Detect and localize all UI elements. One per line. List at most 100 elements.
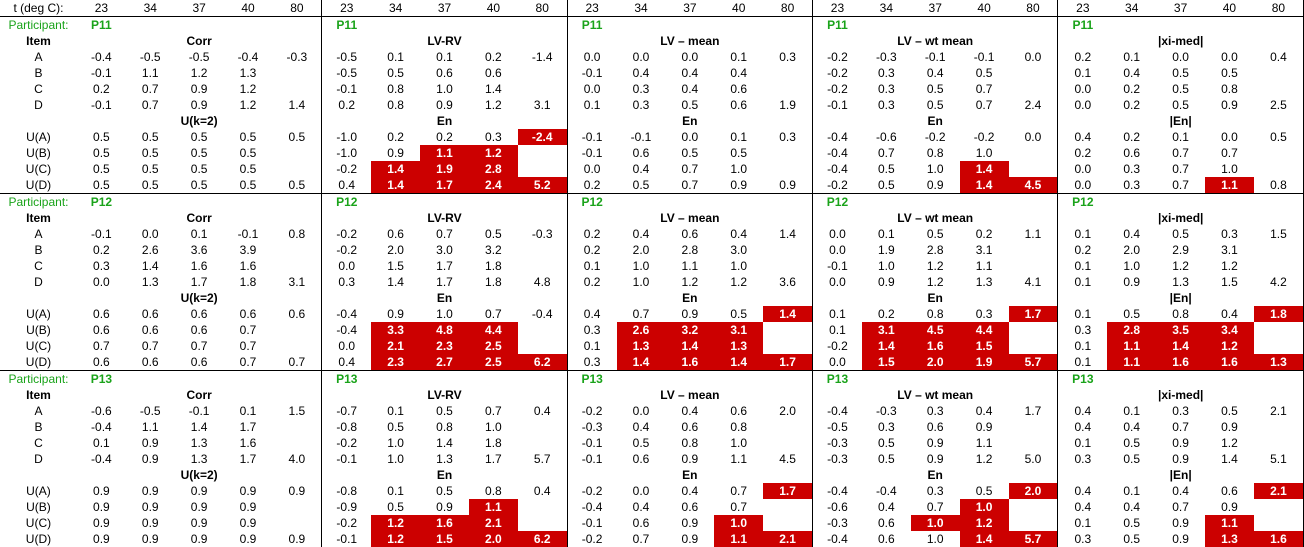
value-cell: 0.5	[681, 146, 699, 160]
value-cell: 1.0	[730, 259, 748, 273]
empty-cell	[1107, 370, 1157, 387]
value-cell: 1.7	[1008, 403, 1059, 419]
panel-subheader: En	[812, 113, 1059, 129]
value-cell: 0.0	[1074, 162, 1092, 176]
value-cell: 0.0	[1221, 50, 1238, 64]
empty-cell	[272, 370, 323, 387]
value-cell: -0.4	[827, 404, 848, 418]
value-cell: 0.5	[141, 146, 159, 160]
value-cell: 0.5	[926, 82, 944, 96]
value-cell: 0.7	[190, 339, 208, 353]
value-cell: 3.2	[485, 243, 502, 257]
value-cell: 0.3	[878, 66, 895, 80]
value-cell: 2.6	[616, 322, 666, 338]
value-cell	[1008, 338, 1059, 354]
value-cell: 0.6	[190, 323, 208, 337]
value-cell	[517, 515, 568, 531]
value-cell: 0.4	[1123, 66, 1141, 80]
temperature-header-cell: 40	[468, 0, 518, 17]
value-cell: 0.7	[681, 178, 699, 192]
value-cell: 0.9	[190, 532, 208, 546]
empty-cell	[517, 16, 568, 33]
value-cell: -0.2	[827, 50, 848, 64]
value-cell: 1.4	[436, 436, 453, 450]
value-cell: -0.1	[91, 66, 112, 80]
empty-cell	[665, 370, 715, 387]
empty-cell	[861, 193, 911, 210]
value-cell: 0.1	[1074, 516, 1092, 530]
value-cell: 0.0	[583, 82, 601, 96]
value-cell: 0.1	[190, 227, 208, 241]
value-cell: 0.9	[926, 436, 944, 450]
value-cell: 1.1	[975, 259, 993, 273]
value-cell: 1.4	[714, 354, 764, 371]
value-cell: 0.9	[190, 484, 208, 498]
value-cell: 1.0	[436, 82, 453, 96]
value-cell: 0.9	[1172, 436, 1189, 450]
value-cell: -0.3	[876, 50, 897, 64]
value-cell: 1.5	[1221, 275, 1238, 289]
value-cell: 0.5	[926, 98, 944, 112]
value-cell	[1253, 242, 1304, 258]
temperature-header-cell: 23	[567, 0, 617, 17]
value-cell: 0.9	[272, 483, 323, 499]
value-cell: 0.4	[632, 500, 650, 514]
value-cell: 0.1	[1074, 339, 1092, 353]
panel-subheader: En	[812, 290, 1059, 306]
value-cell: 1.0	[1221, 162, 1238, 176]
participant-name: P11	[321, 16, 372, 33]
empty-cell	[272, 193, 323, 210]
value-cell: 1.1	[1008, 226, 1059, 242]
panel-title-row: Item Corr LV-RV LV – mean LV – wt mean |xi-me…	[0, 210, 1304, 226]
value-cell	[1253, 65, 1304, 81]
value-cell	[763, 258, 814, 274]
value-cell: 0.5	[1123, 532, 1141, 546]
value-cell	[763, 435, 814, 451]
value-cell: 0.5	[1253, 129, 1304, 145]
value-cell: 3.4	[1205, 322, 1254, 338]
value-cell: 0.1	[583, 98, 601, 112]
value-cell: -0.9	[336, 500, 358, 514]
value-cell: 0.6	[681, 420, 699, 434]
value-cell: 0.8	[436, 420, 453, 434]
value-cell: 0.0	[338, 259, 356, 273]
value-cell: 0.3	[1172, 404, 1189, 418]
value-cell: 0.9	[681, 452, 699, 466]
value-cell	[763, 419, 814, 435]
value-cell: 0.5	[387, 420, 404, 434]
participant-name: P11	[76, 16, 126, 33]
value-cell: 2.4	[1008, 97, 1059, 113]
value-cell: 0.8	[387, 82, 404, 96]
value-cell: 1.2	[239, 98, 257, 112]
temperature-header-cell: 80	[272, 0, 323, 17]
temperature-header-cell: 23	[1057, 0, 1108, 17]
value-cell	[517, 81, 568, 97]
value-cell: 0.6	[632, 452, 650, 466]
value-cell: 0.9	[239, 532, 257, 546]
value-cell: 0.1	[583, 259, 601, 273]
value-cell: 1.0	[387, 452, 404, 466]
value-cell: 3.5	[1156, 322, 1205, 338]
value-cell: 0.0	[681, 130, 699, 144]
value-cell: 0.1	[1074, 355, 1092, 369]
temperature-header-label: t (deg C):	[0, 0, 77, 17]
value-cell: 0.7	[632, 307, 650, 321]
panel-title: Corr	[76, 387, 323, 403]
temperature-header-cell: 80	[763, 0, 814, 17]
empty-cell	[1156, 370, 1205, 387]
value-cell: 0.5	[1221, 66, 1238, 80]
value-cell: 1.0	[910, 515, 960, 531]
value-cell: 0.6	[878, 532, 895, 546]
value-cell: 0.9	[975, 420, 993, 434]
value-cell: 2.4	[468, 177, 518, 194]
value-cell	[517, 161, 568, 177]
value-cell: -0.4	[581, 500, 603, 514]
value-cell: 3.1	[714, 322, 764, 338]
panel-subheader: En	[567, 467, 814, 483]
value-cell: 0.0	[829, 227, 846, 241]
value-cell: 5.1	[1253, 451, 1304, 467]
empty-cell	[223, 370, 273, 387]
value-cell: 1.0	[926, 532, 944, 546]
value-cell	[1253, 338, 1304, 354]
value-cell: 0.1	[829, 323, 846, 337]
